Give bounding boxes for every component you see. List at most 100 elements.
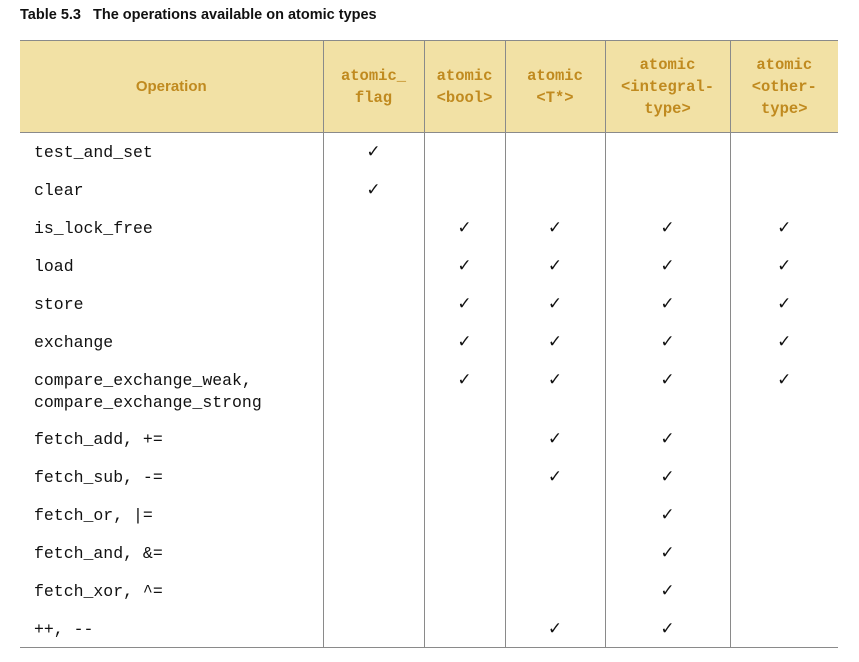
checkmark-icon: ✓ (457, 217, 472, 238)
support-cell (729, 170, 838, 209)
support-cell: ✓ (604, 322, 730, 361)
checkmark-icon: ✓ (547, 293, 563, 314)
support-cell (423, 533, 505, 572)
checkmark-icon: ✓ (547, 217, 563, 238)
support-cell (322, 495, 424, 534)
support-cell: ✓ (604, 208, 730, 247)
checkmark-icon: ✓ (366, 179, 381, 200)
support-cell: ✓ (423, 208, 505, 247)
column-header-atomic-integral: atomic <integral-type> (604, 40, 730, 133)
table-title: The operations available on atomic types (92, 7, 377, 23)
support-cell: ✓ (423, 360, 505, 420)
support-cell: ✓ (604, 419, 730, 458)
checkmark-icon: ✓ (660, 255, 675, 276)
operation-name: test_and_set (34, 143, 153, 162)
checkmark-icon: ✓ (660, 542, 675, 563)
checkmark-icon: ✓ (547, 466, 563, 487)
support-cell: ✓ (504, 360, 605, 420)
checkmark-icon: ✓ (547, 369, 563, 390)
support-cell: ✓ (729, 360, 838, 420)
support-cell: ✓ (604, 609, 730, 648)
checkmark-icon: ✓ (547, 618, 563, 639)
support-cell (423, 609, 505, 648)
support-cell (423, 495, 505, 534)
table-row: fetch_or, |= ✓ (20, 495, 838, 534)
table-row: fetch_and, &= ✓ (20, 533, 838, 572)
checkmark-icon: ✓ (660, 217, 675, 238)
support-cell: ✓ (504, 419, 605, 458)
checkmark-icon: ✓ (547, 331, 563, 352)
support-cell (322, 533, 424, 572)
support-cell: ✓ (423, 246, 505, 285)
checkmark-icon: ✓ (660, 369, 675, 390)
checkmark-icon: ✓ (777, 369, 792, 390)
support-cell (322, 571, 424, 610)
checkmark-icon: ✓ (777, 255, 792, 276)
table-row: test_and_set ✓ (20, 132, 838, 171)
column-header-atomic-bool: atomic <bool> (423, 40, 505, 133)
support-cell: ✓ (504, 457, 605, 496)
support-cell: ✓ (504, 246, 605, 285)
table-row: fetch_add, += ✓ ✓ (20, 419, 838, 458)
support-cell (729, 609, 838, 648)
checkmark-icon: ✓ (660, 618, 675, 639)
support-cell: ✓ (504, 609, 605, 648)
table-row: is_lock_free ✓ ✓ ✓ ✓ (20, 208, 838, 247)
operation-name: load (34, 256, 74, 276)
support-cell: ✓ (423, 284, 505, 323)
atomic-operations-table: Operation atomic_ flag atomic <bool> atomi… (20, 40, 838, 648)
operation-name: exchange (34, 332, 114, 352)
checkmark-icon: ✓ (777, 331, 792, 352)
operation-name: fetch_and, &= (34, 543, 163, 563)
support-cell (423, 170, 505, 209)
support-cell: ✓ (504, 208, 605, 247)
checkmark-icon: ✓ (547, 428, 563, 449)
checkmark-icon: ✓ (660, 428, 675, 449)
support-cell: ✓ (322, 170, 424, 209)
support-cell (322, 457, 424, 496)
table-number: Table 5.3 (20, 7, 81, 23)
support-cell (504, 495, 605, 534)
support-cell (604, 170, 730, 209)
support-cell: ✓ (604, 246, 730, 285)
checkmark-icon: ✓ (547, 255, 563, 276)
support-cell (322, 419, 424, 458)
support-cell: ✓ (604, 495, 730, 534)
support-cell: ✓ (604, 360, 730, 420)
table-row: store ✓ ✓ ✓ ✓ (20, 284, 838, 323)
checkmark-icon: ✓ (660, 504, 675, 525)
operation-name: ++, -- (20, 609, 323, 648)
operation-name: fetch_xor, ^= (34, 581, 163, 601)
table-caption: Table 5.3 The operations available on ato… (20, 7, 377, 23)
checkmark-icon: ✓ (777, 293, 792, 314)
support-cell (322, 246, 424, 285)
checkmark-icon: ✓ (457, 255, 472, 276)
header-row: Operation atomic_ flag atomic <bool> atomi… (20, 40, 838, 133)
support-cell: ✓ (322, 132, 424, 171)
support-cell (322, 208, 424, 247)
support-cell: ✓ (729, 246, 838, 285)
support-cell: ✓ (729, 284, 838, 323)
column-header-operation: Operation (20, 40, 323, 133)
operation-name: compare_exchange_weak, compare_exchange_… (34, 370, 262, 412)
support-cell (423, 457, 505, 496)
support-cell: ✓ (604, 571, 730, 610)
checkmark-icon: ✓ (660, 331, 675, 352)
support-cell (423, 132, 505, 171)
operation-name: fetch_add, += (34, 429, 163, 449)
table-row: exchange ✓ ✓ ✓ ✓ (20, 322, 838, 361)
support-cell (729, 495, 838, 534)
checkmark-icon: ✓ (457, 369, 472, 390)
support-cell: ✓ (504, 322, 605, 361)
support-cell: ✓ (604, 533, 730, 572)
support-cell (504, 132, 605, 171)
column-header-atomic-pointer: atomic <T*> (504, 40, 605, 133)
checkmark-icon: ✓ (660, 466, 675, 487)
support-cell (604, 132, 730, 171)
operation-name: fetch_sub, -= (34, 467, 163, 487)
support-cell (504, 533, 605, 572)
support-cell (729, 132, 838, 171)
support-cell: ✓ (423, 322, 505, 361)
checkmark-icon: ✓ (457, 293, 472, 314)
table-row: fetch_sub, -= ✓ ✓ (20, 457, 838, 496)
